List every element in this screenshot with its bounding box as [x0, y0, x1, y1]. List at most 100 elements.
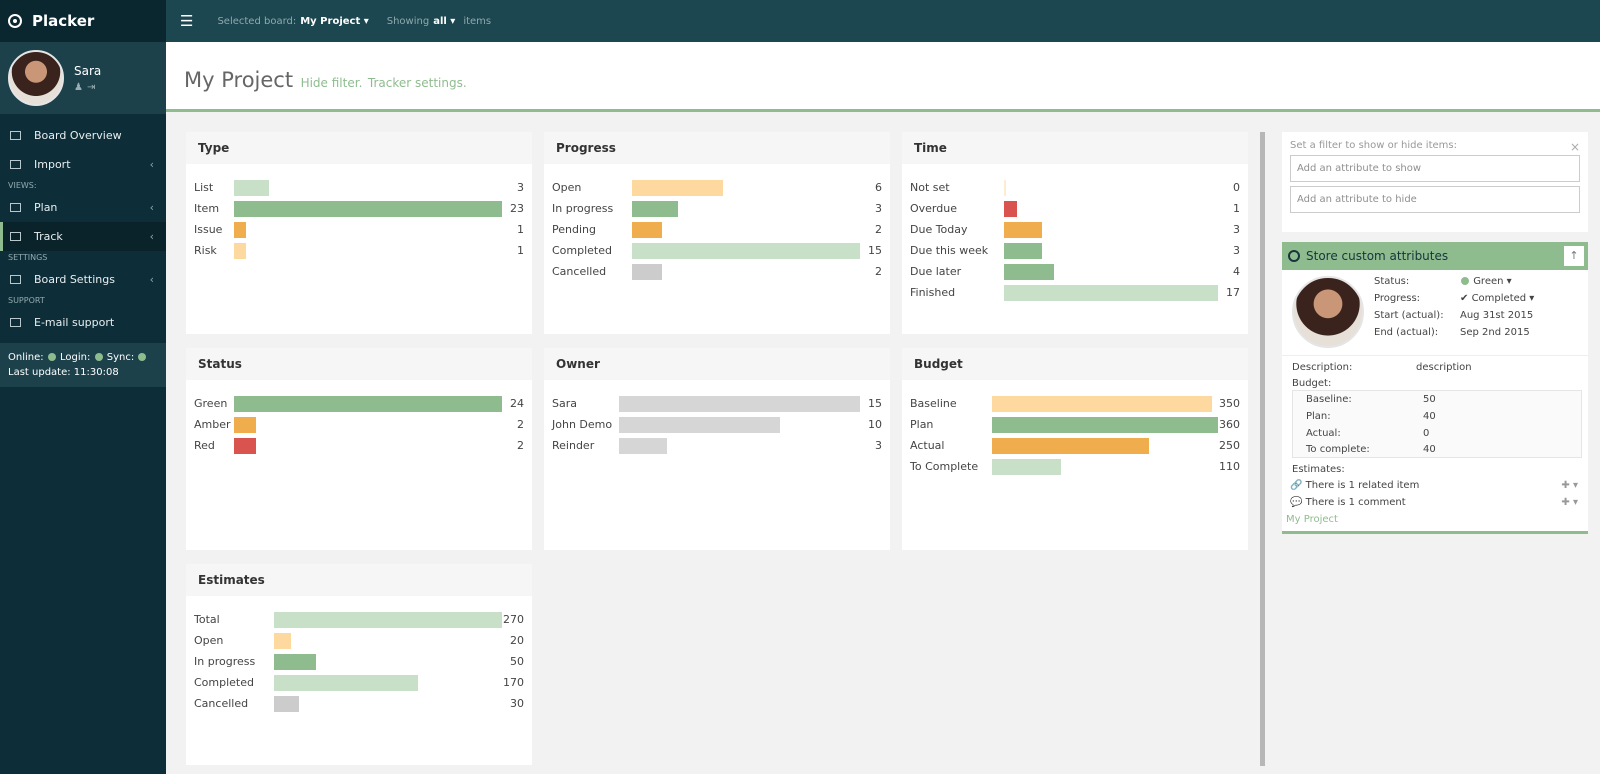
showing-selector[interactable]: all ▾ [433, 15, 456, 27]
related-items-link[interactable]: 🔗 There is 1 related item [1290, 480, 1419, 491]
chart-row[interactable]: Issue 1 [194, 219, 524, 240]
bar[interactable] [1004, 284, 1218, 301]
bar[interactable] [632, 179, 724, 196]
sidebar-item-import[interactable]: Import ‹ [0, 150, 166, 179]
bar[interactable] [234, 416, 257, 433]
sidebar-item-track[interactable]: Track ‹ [0, 222, 166, 251]
row-label: Cancelled [194, 697, 249, 710]
chart-row[interactable]: Reinder 3 [552, 435, 882, 456]
bar[interactable] [992, 395, 1212, 412]
board-selector[interactable]: My Project ▾ [300, 15, 369, 27]
hamburger-menu-icon[interactable]: ☰ [180, 12, 194, 30]
bar[interactable] [234, 395, 502, 412]
chart-row[interactable]: Open 6 [552, 177, 882, 198]
bar[interactable] [234, 179, 269, 196]
bar[interactable] [619, 437, 668, 454]
chart-row[interactable]: Green 24 [194, 393, 524, 414]
bar[interactable] [992, 437, 1149, 454]
chart-row[interactable]: Due this week 3 [910, 240, 1240, 261]
to-complete-value[interactable]: 40 [1423, 444, 1436, 455]
chart-row[interactable]: Actual 250 [910, 435, 1240, 456]
panel-resize-handle[interactable] [1260, 132, 1265, 766]
sidebar-item-board-overview[interactable]: Board Overview [0, 121, 166, 150]
bar[interactable] [234, 221, 246, 238]
chart-row[interactable]: Cancelled 30 [194, 693, 524, 714]
sidebar-item-board-settings[interactable]: Board Settings ‹ [0, 265, 166, 294]
user-icon[interactable]: ♟ [74, 81, 87, 93]
actual-label: Actual: [1306, 428, 1341, 439]
bar[interactable] [1004, 242, 1042, 259]
bar[interactable] [632, 263, 663, 280]
chart-row[interactable]: In progress 50 [194, 651, 524, 672]
hide-filter-link[interactable]: Hide filter. [300, 76, 363, 90]
chart-row[interactable]: Total 270 [194, 609, 524, 630]
hide-attribute-input[interactable] [1290, 186, 1580, 213]
chart-row[interactable]: Sara 15 [552, 393, 882, 414]
bar[interactable] [632, 221, 663, 238]
bar[interactable] [1004, 221, 1042, 238]
chart-row[interactable]: Item 23 [194, 198, 524, 219]
chart-row[interactable]: List 3 [194, 177, 524, 198]
chart-row[interactable]: To Complete 110 [910, 456, 1240, 477]
row-label: Actual [910, 439, 945, 452]
bar[interactable] [619, 395, 860, 412]
logout-icon[interactable]: ⇥ [86, 81, 100, 93]
chart-row[interactable]: In progress 3 [552, 198, 882, 219]
bar[interactable] [274, 653, 317, 670]
bar[interactable] [274, 632, 291, 649]
chart-row[interactable]: Not set 0 [910, 177, 1240, 198]
chart-row[interactable]: John Demo 10 [552, 414, 882, 435]
close-icon[interactable]: × [1569, 140, 1580, 154]
bar[interactable] [274, 611, 502, 628]
bar[interactable] [234, 242, 246, 259]
status-dropdown[interactable]: Green ▾ [1460, 276, 1512, 287]
chart-row[interactable]: Pending 2 [552, 219, 882, 240]
bar[interactable] [1004, 200, 1017, 217]
chart-row[interactable]: Finished 17 [910, 282, 1240, 303]
bar[interactable] [632, 242, 860, 259]
avatar[interactable] [8, 50, 64, 106]
chart-row[interactable]: Cancelled 2 [552, 261, 882, 282]
bar[interactable] [234, 200, 502, 217]
start-value[interactable]: Aug 31st 2015 [1460, 310, 1534, 321]
row-value: 17 [1226, 286, 1240, 299]
chart-row[interactable]: Completed 170 [194, 672, 524, 693]
chart-row[interactable]: Overdue 1 [910, 198, 1240, 219]
item-board-link[interactable]: My Project [1286, 514, 1338, 525]
bar[interactable] [274, 695, 300, 712]
chart-row[interactable]: Due later 4 [910, 261, 1240, 282]
bar[interactable] [1004, 179, 1006, 196]
end-value[interactable]: Sep 2nd 2015 [1460, 327, 1530, 338]
bar[interactable] [992, 458, 1062, 475]
chart-row[interactable]: Red 2 [194, 435, 524, 456]
show-attribute-input[interactable] [1290, 155, 1580, 182]
bar[interactable] [1004, 263, 1055, 280]
bar[interactable] [632, 200, 678, 217]
pin-icon[interactable]: ↑ [1564, 246, 1584, 266]
add-comment-icon[interactable]: ✚ ▾ [1561, 497, 1578, 508]
comments-link[interactable]: 💬 There is 1 comment [1290, 497, 1406, 508]
item-header[interactable]: Store custom attributes ↑ [1282, 242, 1588, 270]
chart-row[interactable]: Risk 1 [194, 240, 524, 261]
baseline-value[interactable]: 50 [1423, 394, 1436, 405]
progress-dropdown[interactable]: ✔ Completed ▾ [1460, 293, 1535, 304]
chart-row[interactable]: Amber 2 [194, 414, 524, 435]
bar[interactable] [619, 416, 780, 433]
sidebar-item-plan[interactable]: Plan ‹ [0, 193, 166, 222]
bar[interactable] [234, 437, 257, 454]
plan-value[interactable]: 40 [1423, 411, 1436, 422]
add-related-icon[interactable]: ✚ ▾ [1561, 480, 1578, 491]
sync-label: Sync: [106, 352, 135, 363]
chart-row[interactable]: Open 20 [194, 630, 524, 651]
actual-value[interactable]: 0 [1423, 428, 1430, 439]
bar[interactable] [992, 416, 1218, 433]
bar[interactable] [274, 674, 418, 691]
app-brand[interactable]: Placker [0, 0, 166, 42]
description-value[interactable]: description [1416, 362, 1472, 373]
chart-row[interactable]: Due Today 3 [910, 219, 1240, 240]
chart-row[interactable]: Baseline 350 [910, 393, 1240, 414]
chart-row[interactable]: Completed 15 [552, 240, 882, 261]
sidebar-item-email-support[interactable]: E-mail support [0, 308, 166, 337]
tracker-settings-link[interactable]: Tracker settings. [367, 76, 467, 90]
chart-row[interactable]: Plan 360 [910, 414, 1240, 435]
